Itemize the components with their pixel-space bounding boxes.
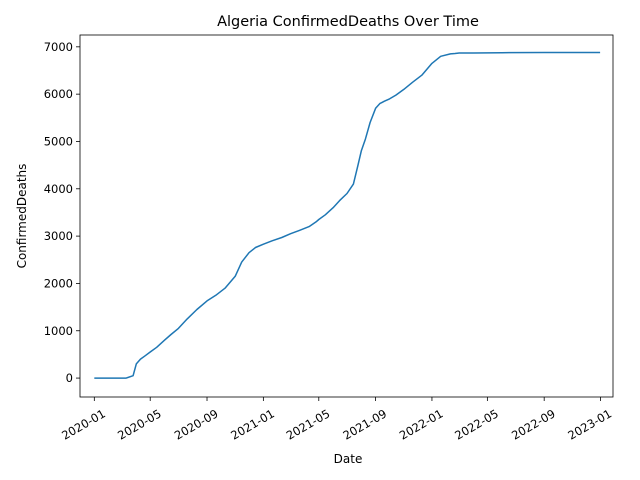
x-tick-label: 2022-09 <box>509 406 558 442</box>
plot-area <box>79 34 614 398</box>
x-tick-label: 2020-09 <box>172 406 221 442</box>
y-tick-label: 3000 <box>44 229 73 243</box>
y-tick-label: 6000 <box>44 87 73 101</box>
y-tick-label: 2000 <box>44 276 73 290</box>
x-tick-label: 2020-01 <box>59 406 108 442</box>
x-tick-label: 2022-05 <box>452 406 501 442</box>
y-axis-label: ConfirmedDeaths <box>15 164 29 269</box>
series-line <box>94 51 601 379</box>
y-tick-label: 7000 <box>44 40 73 54</box>
y-tick-label: 1000 <box>44 324 73 338</box>
y-tick-label: 4000 <box>44 182 73 196</box>
chart-title: Algeria ConfirmedDeaths Over Time <box>217 14 479 30</box>
x-tick-label: 2022-01 <box>397 406 446 442</box>
x-axis: 2020-01 2020-05 2020-09 2021-01 2021-05 2021-… <box>59 397 614 443</box>
x-tick-label: 2020-05 <box>115 406 164 442</box>
x-tick-label: 2021-01 <box>228 406 277 442</box>
y-axis: 0 1000 2000 3000 4000 5000 6000 7000 <box>44 40 80 385</box>
y-tick-label: 5000 <box>44 134 73 148</box>
axes-frame <box>79 34 614 398</box>
x-axis-label: Date <box>334 452 363 466</box>
x-tick-label: 2021-09 <box>340 406 389 442</box>
x-tick-label: 2023-01 <box>565 406 614 442</box>
x-tick-label: 2021-05 <box>284 406 333 442</box>
y-tick-label: 0 <box>66 371 73 385</box>
